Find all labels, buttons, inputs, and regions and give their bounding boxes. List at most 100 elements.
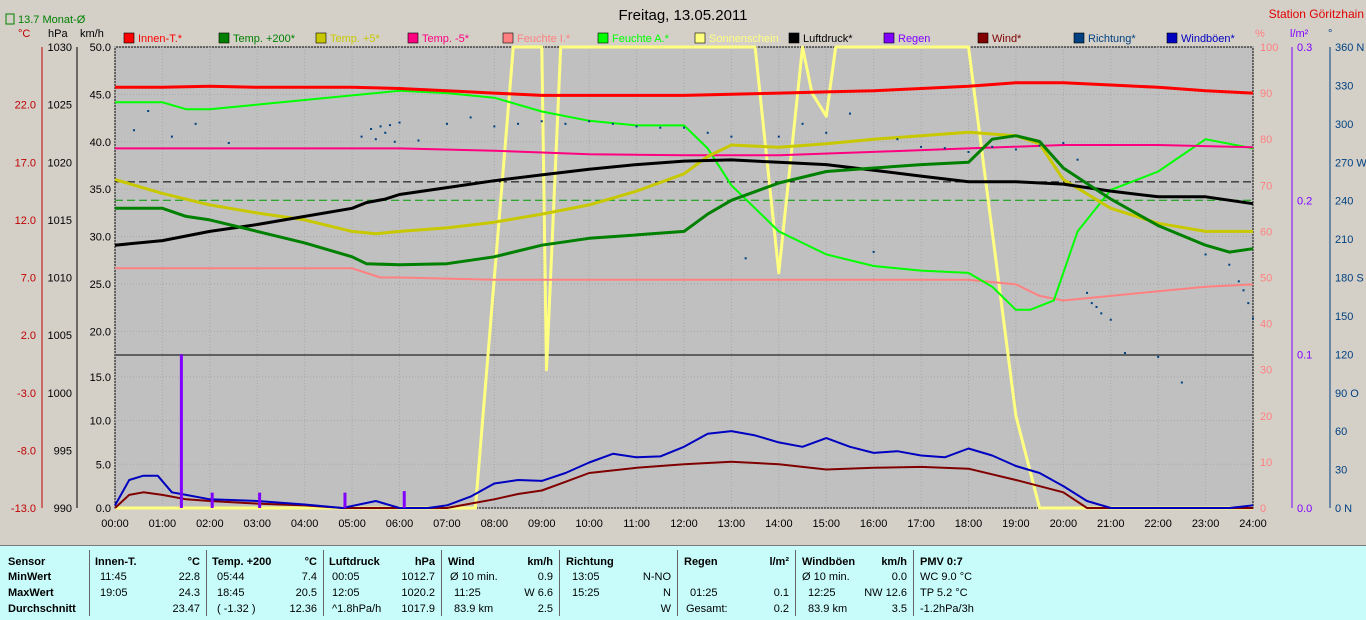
direction-point [588, 120, 591, 123]
chart-title: Freitag, 13.05.2011 [619, 7, 748, 24]
tick-label-wind: 45.0 [90, 89, 111, 101]
tick-label-wind: 40.0 [90, 137, 111, 149]
stats-innen-unit: °C [187, 556, 200, 568]
legend-item: Sonnenschein [694, 32, 779, 45]
tick-label-x: 00:00 [101, 518, 129, 530]
tick-label-direction: 90 O [1335, 388, 1359, 400]
tick-label-temp: 2.0 [21, 330, 36, 342]
stats-luft-avg-value: 1017.9 [401, 603, 435, 615]
series-line-temp-5- [115, 144, 1254, 157]
tick-label-humidity: 30 [1260, 365, 1272, 377]
weather-chart: 22.017.012.07.02.0-3.0-8.0-13.0103010251… [5, 7, 1366, 530]
stats-boeen-unit: km/h [881, 556, 907, 568]
legend-swatch [597, 32, 609, 44]
tick-label-pressure: 1015 [48, 215, 72, 227]
stats-richtung-max-time: 15:25 [572, 587, 600, 599]
month-avg-label: 13.7 Monat-Ø [18, 14, 86, 26]
stats-wind-unit: km/h [527, 556, 553, 568]
direction-point [967, 151, 970, 154]
tick-label-wind: 10.0 [90, 416, 111, 428]
direction-point [1095, 305, 1098, 308]
stats-luft-unit: hPa [414, 556, 435, 568]
tick-label-temp: 17.0 [15, 157, 36, 169]
tick-label-humidity: 50 [1260, 273, 1272, 285]
tick-label-direction: 0 N [1335, 503, 1352, 515]
tick-label-x: 23:00 [1192, 518, 1220, 530]
tick-label-x: 14:00 [765, 518, 793, 530]
direction-point [1180, 381, 1183, 384]
tick-label-x: 15:00 [812, 518, 840, 530]
stats-sensor-title: Sensor [8, 556, 46, 568]
tick-label-pressure: 1030 [48, 42, 72, 54]
stats-regen: Regen l/m² 01:25 0.1 Gesamt: 0.2 [678, 546, 795, 620]
tick-label-humidity: 10 [1260, 457, 1272, 469]
stats-panel: Sensor MinWert MaxWert Durchschnitt Inne… [0, 545, 1366, 620]
stats-wind-max-time: 11:25 [454, 587, 481, 599]
legend-swatch [788, 32, 800, 44]
legend-label: Innen-T.* [138, 33, 183, 45]
tick-label-x: 24:00 [1239, 518, 1267, 530]
direction-point [370, 127, 373, 130]
tick-label-pressure: 1005 [48, 330, 72, 342]
tick-label-humidity: 60 [1260, 226, 1272, 238]
direction-point [469, 116, 472, 119]
tick-label-temp: 22.0 [15, 100, 36, 112]
tick-label-wind: 25.0 [90, 279, 111, 291]
legend-swatch [407, 32, 419, 44]
series-line-innen-t- [115, 81, 1254, 97]
legend-swatch [883, 32, 895, 44]
stats-boeen-max-time: 12:25 [808, 587, 836, 599]
series-line-sonnenschein [115, 45, 1253, 510]
stats-temp-unit: °C [304, 556, 317, 568]
legend-label: Luftdruck* [803, 33, 853, 45]
stats-richtung-min-value: N-NO [642, 571, 671, 583]
stats-windboeen: Windböen km/h Ø 10 min. 0.0 12:25 NW 12.… [796, 546, 913, 620]
tick-label-rain: 0.2 [1297, 196, 1312, 208]
direction-point [1062, 142, 1065, 145]
direction-point [611, 122, 614, 125]
stats-regen-total-value: 0.2 [773, 603, 789, 615]
tick-label-pressure: 1025 [48, 100, 72, 112]
tick-label-pressure: 1010 [48, 273, 72, 285]
tick-label-x: 19:00 [1002, 518, 1030, 530]
legend-label: Temp. -5* [422, 33, 470, 45]
tick-label-x: 18:00 [955, 518, 983, 530]
stats-richtung-title: Richtung [566, 556, 614, 568]
direction-point [1228, 263, 1231, 266]
stats-regen-unit: l/m² [769, 556, 789, 568]
tick-label-x: 09:00 [528, 518, 556, 530]
direction-point [872, 250, 875, 253]
tick-label-direction: 300 [1335, 119, 1353, 131]
tick-label-x: 02:00 [196, 518, 224, 530]
direction-point [1076, 158, 1079, 161]
direction-point [389, 124, 392, 127]
tick-label-wind: 20.0 [90, 326, 111, 338]
stats-luft-trend: ^1.8hPa/h [332, 603, 382, 615]
direction-point [920, 145, 923, 148]
stats-temp-trend: ( -1.32 ) [217, 603, 256, 615]
stats-sensor: Sensor MinWert MaxWert Durchschnitt [0, 546, 88, 620]
direction-point [1109, 318, 1112, 321]
tick-label-x: 12:00 [670, 518, 698, 530]
tick-label-direction: 60 [1335, 426, 1347, 438]
direction-point [744, 257, 747, 260]
direction-point [170, 135, 173, 138]
tick-label-x: 10:00 [575, 518, 603, 530]
stats-temp-max-value: 20.5 [295, 587, 317, 599]
legend-item: Wind* [977, 32, 1022, 45]
unit-direction: ° [1328, 28, 1332, 40]
tick-label-x: 13:00 [718, 518, 746, 530]
stats-regen-max-value: 0.1 [773, 587, 789, 599]
legend: Innen-T.* Temp. +200* Temp. +5* Temp. -5* Fe… [123, 32, 1236, 45]
series-line-luftdruck- [114, 158, 1254, 247]
stats-luft-min-time: 00:05 [332, 571, 360, 583]
stats-temp-min-value: 7.4 [301, 571, 317, 583]
direction-point [635, 125, 638, 128]
stats-wind-title: Wind [448, 556, 475, 568]
direction-point [147, 110, 150, 113]
legend-swatch [123, 32, 135, 44]
direction-point [706, 131, 709, 134]
tick-label-temp: 12.0 [15, 215, 36, 227]
stats-innen-avg-value: 23.47 [172, 603, 200, 615]
stats-temp-avg-value: 12.36 [289, 603, 317, 615]
